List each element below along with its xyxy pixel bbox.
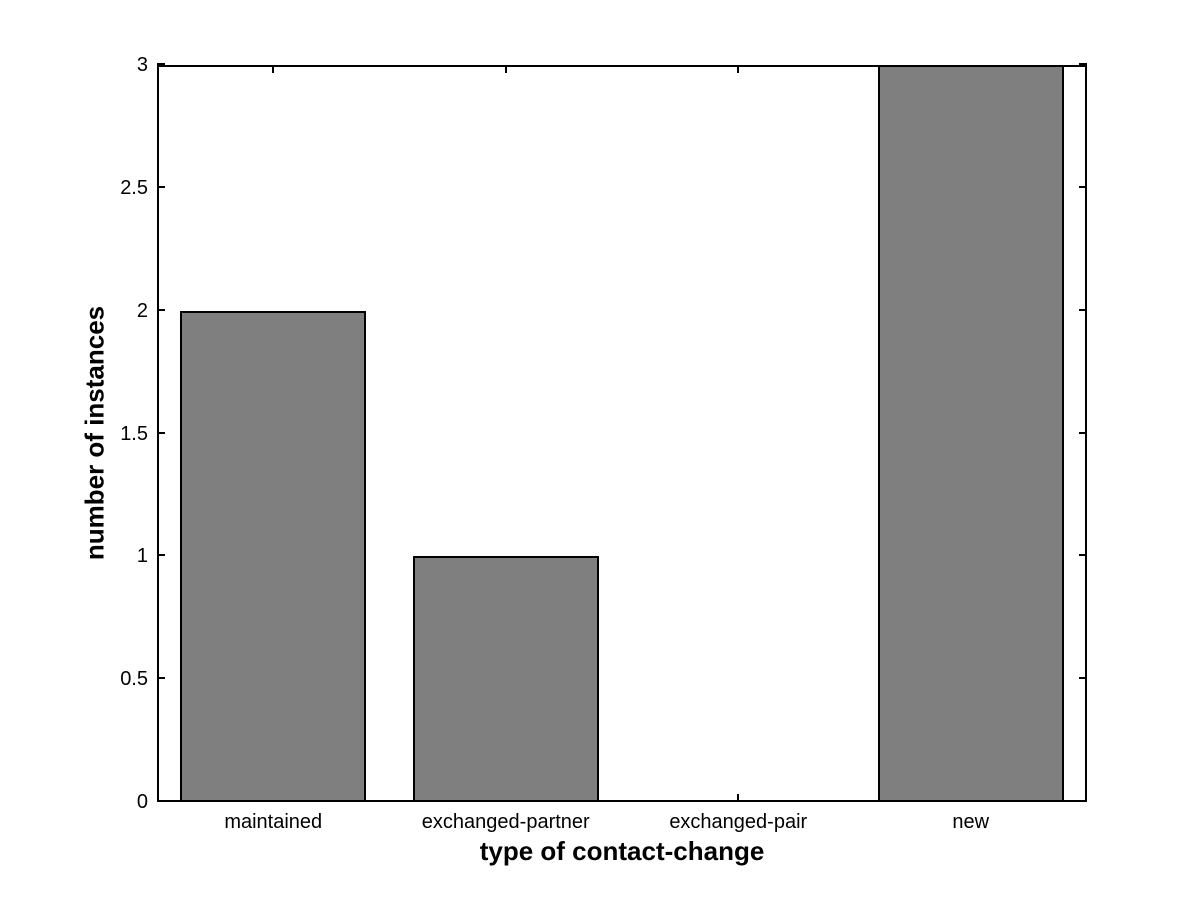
x-tick-label: maintained bbox=[224, 811, 323, 833]
y-tick-left bbox=[157, 308, 165, 311]
x-tick-top bbox=[504, 65, 507, 73]
y-tick-left bbox=[157, 431, 165, 434]
y-tick-label: 2.5 bbox=[120, 176, 148, 199]
y-tick-left bbox=[157, 800, 165, 802]
y-tick-left bbox=[157, 63, 165, 65]
y-tick-right bbox=[1079, 63, 1087, 65]
y-tick-left bbox=[157, 185, 165, 188]
x-tick-top bbox=[737, 65, 740, 73]
x-tick-bottom bbox=[737, 794, 740, 802]
y-tick-left bbox=[157, 554, 165, 557]
y-tick-right bbox=[1079, 308, 1087, 311]
bar-new bbox=[877, 65, 1064, 802]
bar-exchanged-partner bbox=[412, 556, 599, 802]
y-tick-right bbox=[1079, 185, 1087, 188]
x-tick-label: new bbox=[952, 811, 990, 833]
y-tick-label: 0.5 bbox=[120, 668, 148, 691]
x-axis-label: type of contact-change bbox=[479, 836, 765, 866]
y-tick-right bbox=[1079, 800, 1087, 802]
y-tick-label: 3 bbox=[136, 54, 148, 76]
x-tick-label: exchanged-partner bbox=[421, 811, 590, 833]
x-tick-top bbox=[272, 65, 275, 73]
y-tick-label: 1 bbox=[136, 545, 148, 568]
y-tick-right bbox=[1079, 554, 1087, 557]
y-tick-left bbox=[157, 677, 165, 680]
y-tick-label: 1.5 bbox=[120, 422, 148, 445]
y-tick-right bbox=[1079, 431, 1087, 434]
y-tick-right bbox=[1079, 677, 1087, 680]
y-tick-label: 2 bbox=[136, 299, 148, 322]
y-tick-label: 0 bbox=[136, 791, 148, 813]
bar-maintained bbox=[180, 310, 367, 802]
x-tick-label: exchanged-pair bbox=[669, 811, 808, 833]
